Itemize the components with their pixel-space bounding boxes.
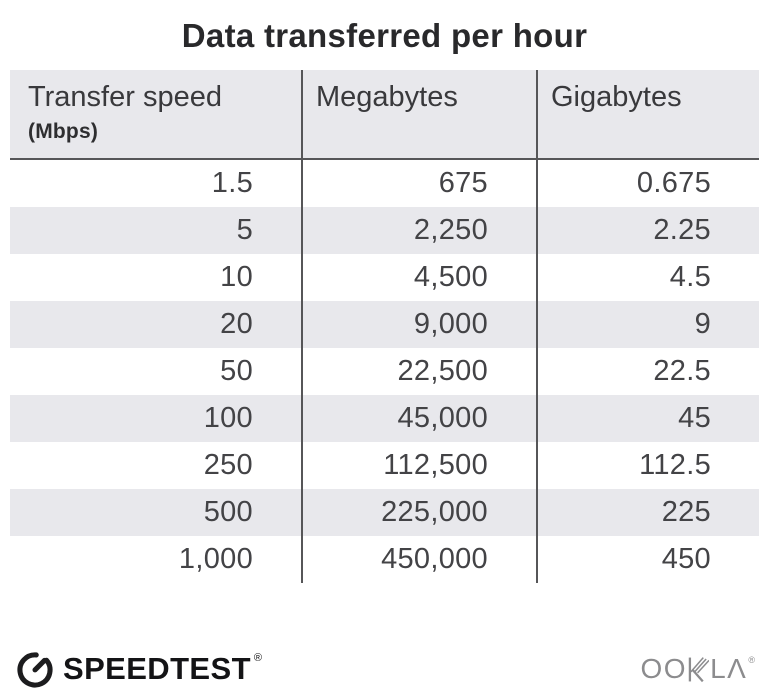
cell-gigabytes: 225 [661, 496, 711, 528]
table-row: 20 9,000 9 [10, 301, 759, 348]
cell-speed: 5 [10, 207, 303, 254]
table-row: 100 45,000 45 [10, 395, 759, 442]
cell-gigabytes: 4.5 [669, 261, 711, 293]
table-row: 1,000 450,000 450 [10, 536, 759, 583]
table-header-row: Transfer speed (Mbps) Megabytes Gigabyte… [10, 70, 759, 160]
header-gigabytes: Gigabytes [551, 81, 682, 113]
cell-speed: 20 [10, 301, 303, 348]
table-row: 1.5 675 0.675 [10, 160, 759, 207]
table-row: 10 4,500 4.5 [10, 254, 759, 301]
cell-megabytes: 45,000 [303, 395, 538, 442]
cell-megabytes: 675 [303, 160, 538, 207]
cell-megabytes: 2,250 [303, 207, 538, 254]
ookla-la: LΛ [710, 653, 748, 684]
cell-gigabytes: 112.5 [639, 449, 711, 481]
speedtest-wordmark: SPEEDTEST [63, 651, 251, 686]
speedtest-logo: SPEEDTEST ® [14, 648, 262, 690]
table-row: 500 225,000 225 [10, 489, 759, 536]
cell-gigabytes: 22.5 [653, 355, 711, 387]
cell-speed: 500 [10, 489, 303, 536]
cell-megabytes: 22,500 [303, 348, 538, 395]
cell-megabytes: 112,500 [303, 442, 538, 489]
cell-gigabytes: 0.675 [636, 167, 711, 199]
table-row: 5 2,250 2.25 [10, 207, 759, 254]
page-title: Data transferred per hour [181, 17, 588, 54]
cell-megabytes: 225,000 [303, 489, 538, 536]
cell-megabytes: 9,000 [303, 301, 538, 348]
ookla-oo: OO [640, 653, 688, 684]
cell-megabytes: 4,500 [303, 254, 538, 301]
footer: SPEEDTEST ® OO LΛ ® [0, 645, 769, 693]
header-megabytes: Megabytes [303, 70, 538, 158]
cell-megabytes: 450,000 [303, 536, 538, 583]
cell-speed: 10 [10, 254, 303, 301]
cell-gigabytes: 450 [661, 543, 711, 575]
table-row: 250 112,500 112.5 [10, 442, 759, 489]
data-table: Transfer speed (Mbps) Megabytes Gigabyte… [10, 70, 759, 583]
ookla-k-icon [688, 657, 710, 683]
speedtest-registered-mark: ® [253, 652, 263, 664]
cell-gigabytes: 45 [678, 402, 711, 434]
cell-speed: 100 [10, 395, 303, 442]
header-transfer-speed-label: Transfer speed [28, 81, 222, 113]
header-mbps-label: (Mbps) [28, 120, 99, 143]
ookla-registered-mark: ® [748, 655, 755, 665]
cell-speed: 1,000 [10, 536, 303, 583]
speedtest-gauge-icon [17, 652, 53, 688]
table-row: 50 22,500 22.5 [10, 348, 759, 395]
cell-speed: 1.5 [10, 160, 303, 207]
cell-speed: 50 [10, 348, 303, 395]
cell-gigabytes: 2.25 [653, 214, 711, 246]
cell-speed: 250 [10, 442, 303, 489]
cell-gigabytes: 9 [694, 308, 711, 340]
ookla-logo: OO LΛ ® [641, 655, 755, 683]
header-transfer-speed: Transfer speed (Mbps) [10, 70, 303, 158]
